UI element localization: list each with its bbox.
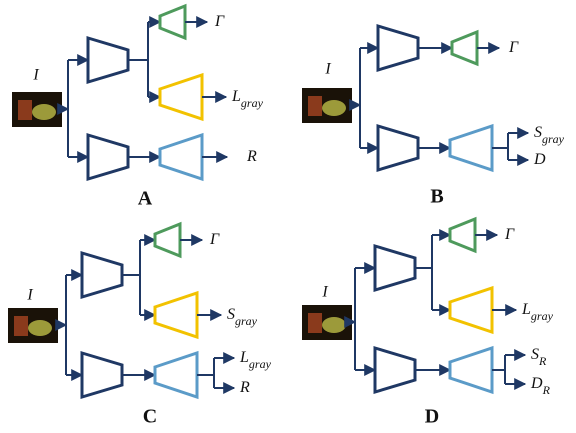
- output-label: Sgray: [227, 306, 258, 328]
- decoder-green: [452, 32, 477, 64]
- diagram: IΓLgrayRAIΓSgrayDBIΓSgrayLgrayRCIΓLgrayS…: [0, 0, 576, 433]
- encoder: [88, 135, 128, 179]
- output-symbol: D: [530, 375, 543, 392]
- encoder: [88, 38, 128, 82]
- output-label: R: [246, 148, 257, 165]
- output-symbol: S: [534, 124, 542, 141]
- decoder-yellow: [160, 75, 202, 119]
- encoder: [82, 253, 122, 297]
- output-subscript: R: [538, 354, 547, 368]
- decoder-blue: [160, 135, 202, 179]
- input-label: I: [32, 67, 39, 84]
- decoder-blue: [450, 126, 492, 170]
- output-symbol: S: [227, 306, 235, 323]
- encoder: [82, 353, 122, 397]
- output-symbol: R: [239, 379, 250, 396]
- input-label: I: [324, 61, 331, 78]
- output-symbol: S: [531, 346, 539, 363]
- output-symbol: Γ: [214, 13, 225, 30]
- panel-label: D: [425, 406, 439, 428]
- output-label: Sgray: [534, 124, 565, 146]
- output-symbol: Γ: [508, 39, 519, 56]
- decoder-green: [160, 6, 185, 38]
- output-symbol: L: [521, 301, 531, 318]
- output-label: Γ: [214, 13, 225, 30]
- output-label: SR: [531, 346, 547, 368]
- encoder: [378, 26, 418, 70]
- image-object: [28, 320, 52, 336]
- output-subscript: R: [542, 383, 551, 397]
- panel-label: C: [143, 406, 157, 428]
- output-subscript: gray: [235, 314, 258, 328]
- output-subscript: gray: [249, 357, 272, 371]
- input-label: I: [321, 284, 328, 301]
- output-symbol: D: [533, 151, 546, 168]
- output-label: R: [239, 379, 250, 396]
- output-subscript: gray: [241, 96, 264, 110]
- image-object: [14, 316, 28, 336]
- panel-label: A: [138, 188, 153, 210]
- image-object: [322, 100, 346, 116]
- encoder: [375, 246, 415, 290]
- output-label: D: [533, 151, 546, 168]
- encoder: [378, 126, 418, 170]
- decoder-yellow: [450, 288, 492, 332]
- decoder-blue: [450, 348, 492, 392]
- decoder-yellow: [155, 293, 197, 337]
- image-object: [322, 317, 346, 333]
- image-object: [32, 104, 56, 120]
- input-label: I: [26, 287, 33, 304]
- output-label: Γ: [504, 226, 515, 243]
- output-label: Lgray: [239, 349, 272, 371]
- image-object: [308, 313, 322, 333]
- decoder-green: [155, 224, 180, 256]
- output-label: DR: [530, 375, 551, 397]
- output-subscript: gray: [531, 309, 554, 323]
- output-label: Lgray: [231, 88, 264, 110]
- image-object: [18, 100, 32, 120]
- output-label: Γ: [508, 39, 519, 56]
- panel-label: B: [430, 186, 443, 208]
- output-symbol: Γ: [504, 226, 515, 243]
- encoder: [375, 348, 415, 392]
- output-symbol: L: [231, 88, 241, 105]
- output-label: Γ: [209, 231, 220, 248]
- decoder-green: [450, 219, 475, 251]
- output-symbol: R: [246, 148, 257, 165]
- output-label: Lgray: [521, 301, 554, 323]
- output-symbol: L: [239, 349, 249, 366]
- decoder-blue: [155, 353, 197, 397]
- image-object: [308, 96, 322, 116]
- output-symbol: Γ: [209, 231, 220, 248]
- output-subscript: gray: [542, 132, 565, 146]
